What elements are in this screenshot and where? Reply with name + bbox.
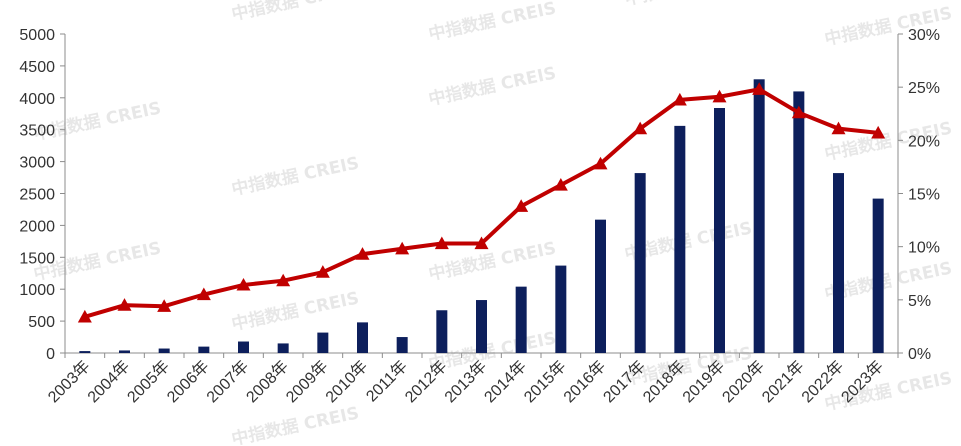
x-tick-label: 2006年 bbox=[163, 357, 212, 406]
y-left-tick-label: 1500 bbox=[19, 250, 55, 267]
y-left-tick-label: 2000 bbox=[19, 218, 55, 235]
line-point-2020年 bbox=[752, 82, 767, 95]
watermark-text: 中指数据 CREIS bbox=[230, 402, 361, 446]
x-tick-label: 2014年 bbox=[481, 357, 530, 406]
line-point-2023年 bbox=[871, 125, 886, 139]
watermark-text: 中指数据 CREIS bbox=[230, 0, 361, 25]
line-point-2018年 bbox=[672, 92, 687, 106]
y-left-tick-label: 2500 bbox=[19, 187, 55, 204]
line-point-2019年 bbox=[712, 89, 727, 103]
bar-2021年 bbox=[793, 91, 805, 354]
bar-2009年 bbox=[317, 332, 329, 353]
bar-2006年 bbox=[198, 346, 210, 353]
x-tick-label: 2015年 bbox=[520, 357, 569, 406]
bar-2015年 bbox=[555, 265, 567, 353]
line-point-2016年 bbox=[593, 156, 608, 170]
line-point-2014年 bbox=[514, 199, 529, 212]
y-right-tick-label: 10% bbox=[908, 240, 940, 257]
line-point-2006年 bbox=[196, 287, 211, 301]
x-tick-label: 2016年 bbox=[560, 357, 609, 406]
watermark-text: 中指数据 CREIS bbox=[230, 287, 361, 335]
bar-2017年 bbox=[634, 173, 646, 353]
line-point-2010年 bbox=[355, 247, 370, 260]
line-point-2011年 bbox=[395, 241, 410, 255]
line-point-2009年 bbox=[315, 265, 330, 278]
watermark-text: 中指数据 CREIS bbox=[230, 152, 361, 200]
bar-2005年 bbox=[158, 348, 170, 353]
line-point-2012年 bbox=[434, 236, 449, 250]
line-point-2004年 bbox=[117, 298, 132, 311]
bar-2019年 bbox=[714, 108, 725, 354]
bar-2007年 bbox=[238, 341, 249, 353]
line-point-2021年 bbox=[791, 105, 806, 119]
line-point-2008年 bbox=[276, 273, 291, 287]
x-tick-label: 2009年 bbox=[282, 357, 331, 406]
x-tick-label: 2007年 bbox=[203, 357, 252, 406]
bar-2018年 bbox=[674, 125, 686, 353]
bar-2013年 bbox=[476, 300, 487, 353]
x-tick-label: 2012年 bbox=[401, 357, 450, 406]
bar-2012年 bbox=[436, 310, 448, 353]
bar-2022年 bbox=[833, 173, 844, 353]
line-point-2015年 bbox=[553, 177, 568, 191]
watermark-text: 中指数据 CREIS bbox=[427, 0, 558, 45]
bar-2014年 bbox=[515, 286, 527, 353]
y-left-tick-label: 4500 bbox=[19, 59, 55, 76]
y-right-tick-label: 5% bbox=[908, 293, 931, 310]
watermark-text: 中指数据 CREIS bbox=[623, 0, 754, 10]
line-point-2005年 bbox=[157, 299, 172, 312]
x-tick-label: 2021年 bbox=[758, 357, 807, 406]
line-point-2013年 bbox=[474, 236, 489, 250]
y-right-tick-label: 0% bbox=[908, 346, 931, 363]
y-left-tick-label: 3500 bbox=[19, 123, 55, 140]
bar-2008年 bbox=[277, 343, 289, 353]
x-tick-label: 2003年 bbox=[44, 357, 93, 406]
x-tick-label: 2011年 bbox=[363, 357, 411, 405]
x-tick-label: 2004年 bbox=[84, 357, 133, 406]
line-point-2007年 bbox=[236, 277, 251, 291]
y-left-tick-label: 1000 bbox=[19, 282, 55, 299]
bar-2023年 bbox=[872, 198, 884, 353]
y-left-tick-label: 500 bbox=[28, 314, 55, 331]
line-point-2003年 bbox=[77, 309, 92, 323]
y-left-tick-label: 4000 bbox=[19, 91, 55, 108]
line-point-2022年 bbox=[831, 121, 846, 135]
watermark-text: 中指数据 CREIS bbox=[427, 62, 558, 110]
y-right-tick-label: 30% bbox=[908, 27, 940, 44]
x-tick-label: 2010年 bbox=[322, 357, 371, 406]
y-left-tick-label: 3000 bbox=[19, 155, 55, 172]
bar-2020年 bbox=[753, 79, 765, 353]
bar-2016年 bbox=[595, 219, 606, 353]
y-left-tick-label: 5000 bbox=[19, 27, 55, 44]
y-right-tick-label: 20% bbox=[908, 133, 940, 150]
line-point-2017年 bbox=[633, 121, 648, 135]
y-right-tick-label: 25% bbox=[908, 80, 940, 97]
bar-2003年 bbox=[79, 351, 91, 353]
x-tick-label: 2005年 bbox=[124, 357, 173, 406]
y-right-tick-label: 15% bbox=[908, 187, 940, 204]
y-left-tick-label: 0 bbox=[46, 346, 55, 363]
x-tick-label: 2008年 bbox=[243, 357, 292, 406]
bar-2010年 bbox=[357, 322, 368, 353]
bar-2011年 bbox=[396, 337, 408, 353]
bar-2004年 bbox=[119, 350, 130, 353]
